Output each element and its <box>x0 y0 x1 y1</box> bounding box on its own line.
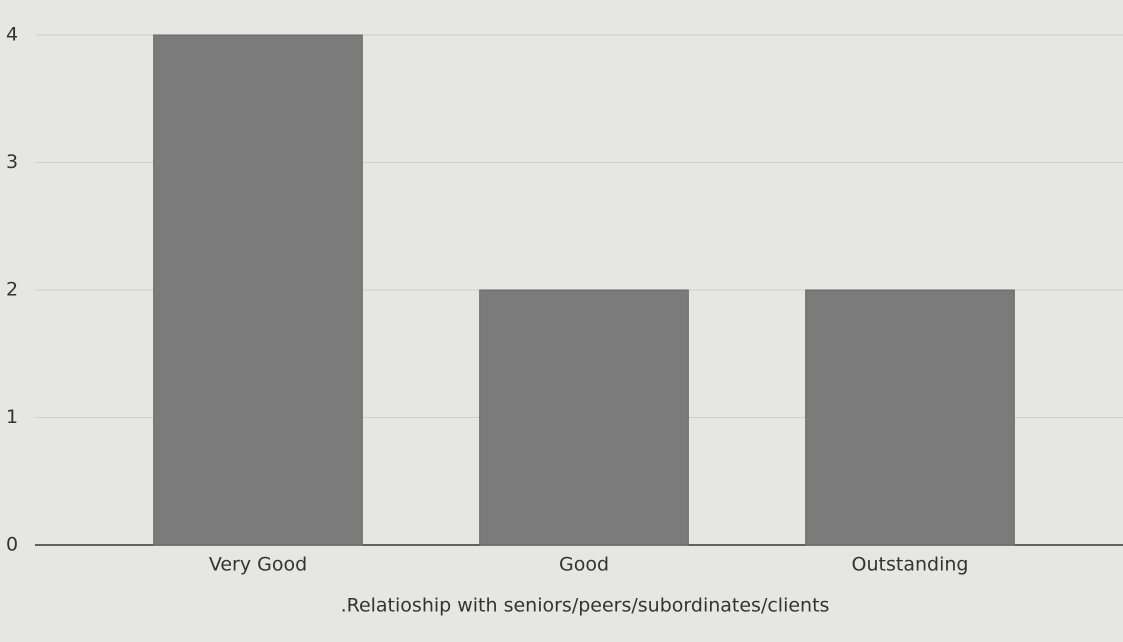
x-tick-label: Outstanding <box>852 554 969 576</box>
y-tick-label: 1 <box>6 406 18 428</box>
y-tick-label: 2 <box>6 279 18 301</box>
bar <box>153 34 363 546</box>
y-tick-label: 4 <box>6 24 18 46</box>
y-tick-label: 0 <box>6 534 18 556</box>
x-axis-label: .Relatioship with seniors/peers/subordin… <box>341 595 830 617</box>
bar <box>805 289 1015 546</box>
bar <box>479 289 689 546</box>
x-tick-label: Good <box>559 554 609 576</box>
x-tick-label: Very Good <box>209 554 307 576</box>
y-tick-label: 3 <box>6 151 18 173</box>
